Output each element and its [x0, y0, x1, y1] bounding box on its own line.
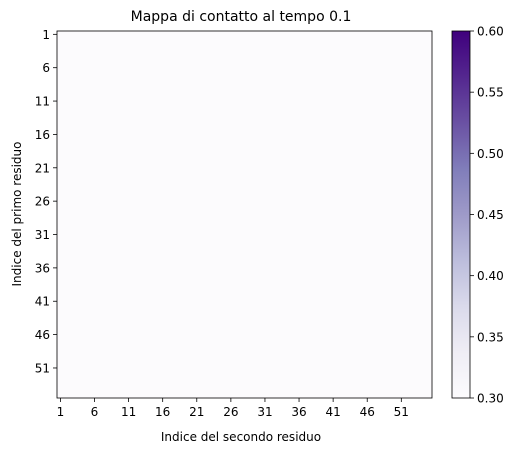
colorbar-tick-label: 0.40 — [477, 269, 504, 283]
x-tick-label: 46 — [360, 405, 375, 419]
x-tick-label: 41 — [325, 405, 340, 419]
plot-frame — [56, 30, 433, 399]
y-tick-label: 6 — [42, 61, 50, 75]
x-tick-label: 26 — [223, 405, 238, 419]
y-tick-label: 41 — [35, 295, 50, 309]
x-tick-label: 1 — [57, 405, 65, 419]
colorbar-tick-label: 0.60 — [477, 25, 504, 39]
y-tick-label: 21 — [35, 161, 50, 175]
x-tick-label: 36 — [291, 405, 306, 419]
heatmap-cells — [57, 31, 432, 398]
chart-title: Mappa di contatto al tempo 0.1 — [131, 9, 352, 25]
heatmap-plot-area — [56, 30, 433, 399]
colorbar-tick-label: 0.30 — [477, 392, 504, 406]
colorbar-tick-label: 0.55 — [477, 86, 504, 100]
x-axis-ticks: 1 6 11 16 21 26 31 36 41 46 51 — [57, 398, 409, 419]
colorbar-ticks: 0.30 0.35 0.40 0.45 0.50 0.55 0.60 — [470, 25, 504, 406]
y-tick-label: 51 — [35, 361, 50, 375]
x-tick-label: 51 — [394, 405, 409, 419]
colorbar-gradient — [452, 31, 470, 398]
y-tick-label: 46 — [35, 328, 50, 342]
colorbar: 0.30 0.35 0.40 0.45 0.50 0.55 0.60 — [451, 25, 504, 406]
colorbar-tick-label: 0.45 — [477, 208, 504, 222]
y-tick-label: 26 — [35, 195, 50, 209]
colorbar-tick-label: 0.50 — [477, 147, 504, 161]
y-tick-label: 36 — [35, 261, 50, 275]
y-tick-label: 16 — [35, 128, 50, 142]
y-tick-label: 11 — [35, 95, 50, 109]
x-tick-label: 21 — [189, 405, 204, 419]
x-tick-label: 16 — [155, 405, 170, 419]
x-tick-label: 11 — [121, 405, 136, 419]
y-tick-label: 1 — [42, 28, 50, 42]
x-tick-label: 31 — [257, 405, 272, 419]
x-tick-label: 6 — [91, 405, 99, 419]
y-axis-label: Indice del primo residuo — [10, 142, 24, 287]
colorbar-tick-label: 0.35 — [477, 330, 504, 344]
x-axis-label: Indice del secondo residuo — [161, 430, 321, 444]
y-tick-label: 31 — [35, 228, 50, 242]
